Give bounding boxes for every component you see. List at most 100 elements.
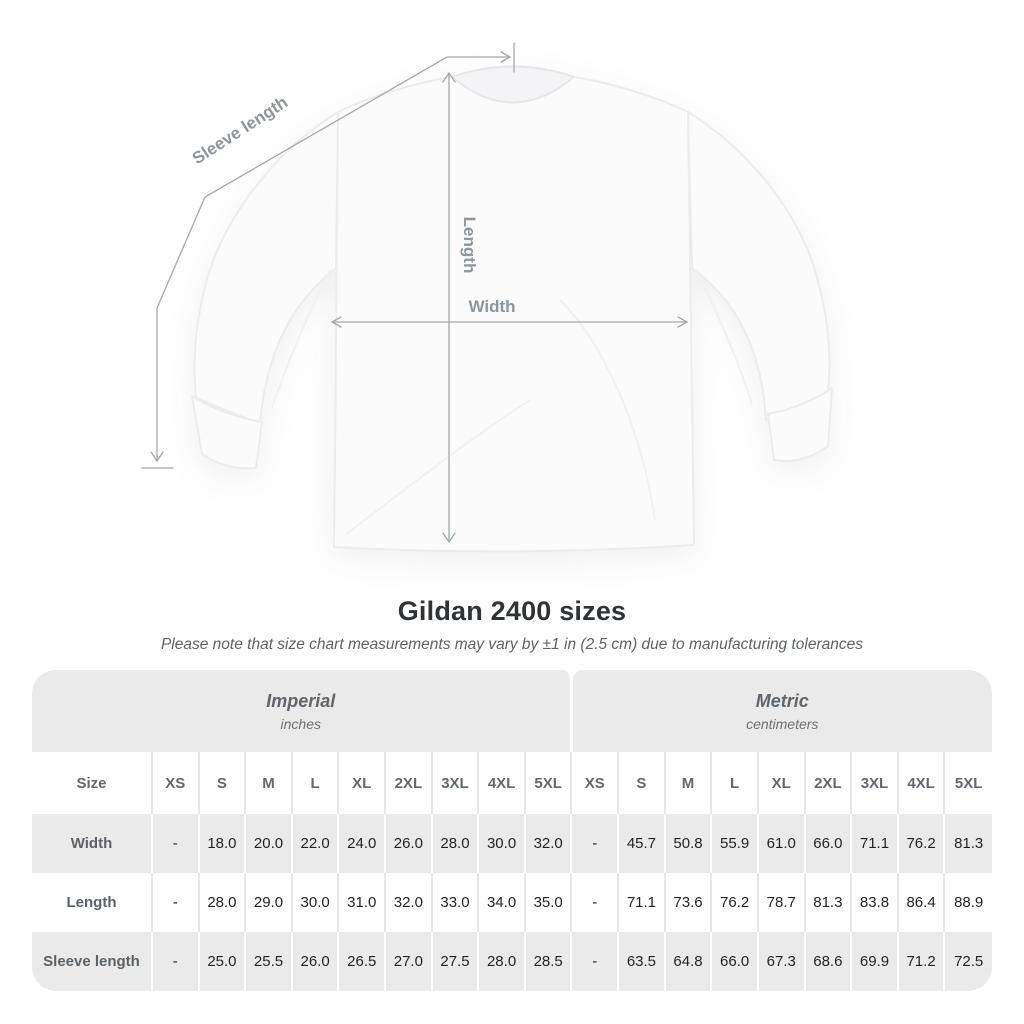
size-header-row-cell: 5XL bbox=[945, 752, 992, 814]
table-row-cell: - bbox=[572, 814, 620, 873]
size-header-row-cell: XL bbox=[758, 752, 806, 814]
table-row-cell: 35.0 bbox=[525, 873, 573, 932]
shirt-right-cuff bbox=[767, 387, 833, 462]
table-row-cell: 28.0 bbox=[432, 814, 480, 873]
shirt-illustration bbox=[191, 65, 833, 553]
table-row-cell: 34.0 bbox=[479, 873, 526, 932]
shirt-diagram-svg: Sleeve length Length Width bbox=[141, 42, 833, 553]
size-header-row-cell: M bbox=[246, 752, 293, 814]
size-header-row-cell: 5XL bbox=[525, 752, 573, 814]
title-block: Gildan 2400 sizes Please note that size … bbox=[0, 596, 1024, 654]
table-row-cell: 28.5 bbox=[525, 932, 573, 991]
shirt-left-cuff bbox=[191, 395, 263, 470]
table-row-cell: - bbox=[572, 873, 620, 932]
table-row-cell: 26.5 bbox=[339, 932, 387, 991]
table-row-cell: 71.1 bbox=[619, 873, 666, 932]
table-row-cell: - bbox=[153, 932, 200, 991]
table-row: Width -18.0 20.0 22.0 24.0 26.0 28.0 30.0 32.0-4… bbox=[32, 814, 992, 873]
table-row-cell: 31.0 bbox=[339, 873, 387, 932]
table-row-cell: 67.3 bbox=[758, 932, 806, 991]
shirt-right-sleeve bbox=[687, 111, 831, 421]
table-row-cell: 30.0 bbox=[292, 873, 340, 932]
table-row-cell: 61.0 bbox=[758, 814, 806, 873]
size-header-row-cell: S bbox=[619, 752, 666, 814]
table-row-cell: 73.6 bbox=[665, 873, 713, 932]
length-label: Length bbox=[460, 217, 479, 274]
table-row-cell: 28.0 bbox=[199, 873, 247, 932]
table-row-cell: 81.3 bbox=[945, 814, 992, 873]
size-header-row-cell: XL bbox=[339, 752, 387, 814]
page-subtitle: Please note that size chart measurements… bbox=[160, 636, 864, 653]
page-title: Gildan 2400 sizes bbox=[397, 596, 627, 626]
sleeve-length-arrow bbox=[141, 42, 515, 469]
size-header-row-cell: 2XL bbox=[805, 752, 853, 814]
shirt-measurement-diagram: Sleeve length Length Width bbox=[141, 42, 833, 553]
table-row-cell: 71.1 bbox=[852, 814, 899, 873]
table-row-cell: 22.0 bbox=[292, 814, 340, 873]
table-row-cell: 66.0 bbox=[712, 932, 759, 991]
unit-group-metric: Metric centimeters bbox=[572, 670, 992, 752]
table-row-cell: 55.9 bbox=[712, 814, 759, 873]
size-header-row-cell: L bbox=[712, 752, 759, 814]
table-row-cell: 83.8 bbox=[852, 873, 899, 932]
unit-group-name: Imperial bbox=[266, 690, 336, 711]
table-row-cell: 68.6 bbox=[805, 932, 853, 991]
table-row-cell: 66.0 bbox=[805, 814, 853, 873]
size-header-row-cell: 4XL bbox=[898, 752, 946, 814]
table-row-cell: 72.5 bbox=[945, 932, 992, 991]
table-row-cell: 28.0 bbox=[479, 932, 526, 991]
table-row-cell: 45.7 bbox=[619, 814, 666, 873]
shirt-collar bbox=[451, 65, 575, 104]
table-row: Length -28.0 29.0 30.0 31.0 32.0 33.0 34.0 35.0-… bbox=[32, 873, 992, 932]
unit-group-unit: centimeters bbox=[746, 715, 819, 732]
table-row-cell: 64.8 bbox=[665, 932, 713, 991]
table-row-cell: 63.5 bbox=[619, 932, 666, 991]
table-row-cell: - bbox=[153, 873, 200, 932]
table-row-cell: 26.0 bbox=[386, 814, 433, 873]
size-header-row-cell: XS bbox=[153, 752, 200, 814]
table-row-cell: 76.2 bbox=[712, 873, 759, 932]
size-header-row-cell: L bbox=[292, 752, 340, 814]
table-row-label: Sleeve length bbox=[32, 932, 153, 991]
table-row-cell: 20.0 bbox=[246, 814, 293, 873]
sleeve-length-label: Sleeve length bbox=[189, 93, 291, 169]
size-header-row-cell: M bbox=[665, 752, 713, 814]
unit-group-imperial: Imperial inches bbox=[32, 670, 573, 752]
size-header-row-cell: 3XL bbox=[432, 752, 480, 814]
size-table: Imperial inches Metric centimeters Size X… bbox=[32, 670, 992, 991]
shirt-left-sleeve bbox=[193, 111, 339, 425]
table-row-label: Width bbox=[32, 814, 153, 873]
table-row-cell: 76.2 bbox=[898, 814, 946, 873]
size-header-row-cell: S bbox=[199, 752, 247, 814]
table-row-cell: 71.2 bbox=[898, 932, 946, 991]
table-row-cell: 32.0 bbox=[525, 814, 573, 873]
size-header-row-cell: 3XL bbox=[852, 752, 899, 814]
table-row-cell: 24.0 bbox=[339, 814, 387, 873]
unit-group-name: Metric bbox=[755, 690, 809, 711]
table-row-cell: 27.5 bbox=[432, 932, 480, 991]
table-row-cell: 50.8 bbox=[665, 814, 713, 873]
table-row-cell: 25.0 bbox=[199, 932, 247, 991]
length-arrow bbox=[442, 71, 456, 544]
size-table-grid: Size XS S M L XL 2XL 3XL 4XL 5XL XS S M L XL 2XL 3XL 4XL 5… bbox=[32, 752, 992, 991]
table-row-cell: 33.0 bbox=[432, 873, 480, 932]
width-arrow bbox=[330, 316, 689, 328]
table-row-cell: 26.0 bbox=[292, 932, 340, 991]
table-row-cell: 69.9 bbox=[852, 932, 899, 991]
size-header-row: Size XS S M L XL 2XL 3XL 4XL 5XL XS S M L XL 2XL 3XL 4XL 5… bbox=[32, 752, 992, 814]
size-header-row-label: Size bbox=[32, 752, 153, 814]
table-row-cell: - bbox=[153, 814, 200, 873]
size-header-row-cell: 4XL bbox=[479, 752, 526, 814]
table-row-label: Length bbox=[32, 873, 153, 932]
table-row-cell: 18.0 bbox=[199, 814, 247, 873]
unit-band: Imperial inches Metric centimeters bbox=[32, 670, 992, 752]
shirt-creases bbox=[271, 269, 753, 536]
table-row-cell: 88.9 bbox=[945, 873, 992, 932]
unit-group-unit: inches bbox=[280, 715, 321, 732]
table-row-cell: - bbox=[572, 932, 620, 991]
table-row-cell: 32.0 bbox=[386, 873, 433, 932]
table-row-cell: 27.0 bbox=[386, 932, 433, 991]
table-row-cell: 81.3 bbox=[805, 873, 853, 932]
table-row-cell: 86.4 bbox=[898, 873, 946, 932]
